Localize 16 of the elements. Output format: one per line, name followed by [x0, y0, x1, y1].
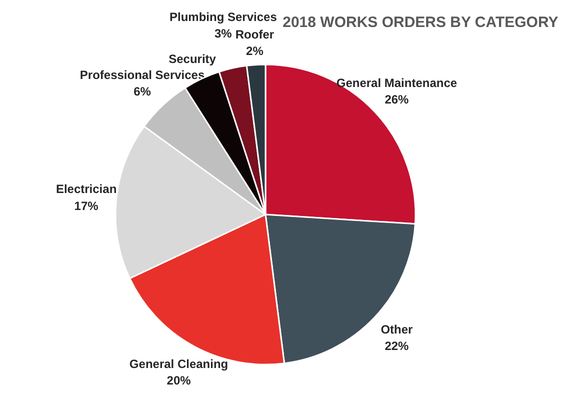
slice-label: General Cleaning	[129, 356, 228, 371]
slice-label: Roofer	[235, 27, 274, 42]
data-label: 26%	[384, 92, 410, 107]
slice-label: General Maintenance	[336, 76, 458, 90]
slice-label: Plumbing Services	[169, 10, 278, 24]
data-label: 22%	[384, 339, 410, 354]
data-label: 6%	[134, 84, 152, 99]
slice-label: Professional Services	[80, 68, 205, 82]
slice-label: Security	[168, 52, 216, 66]
slice-label: Other	[380, 322, 414, 336]
data-label: 20%	[166, 374, 192, 388]
data-label: 3%	[214, 26, 232, 41]
data-label: 2%	[246, 44, 264, 58]
chart-title: 2018 WORKS ORDERS BY CATEGORY	[282, 14, 558, 31]
data-label: 17%	[74, 198, 99, 213]
slice-label: Electrician	[56, 182, 117, 196]
